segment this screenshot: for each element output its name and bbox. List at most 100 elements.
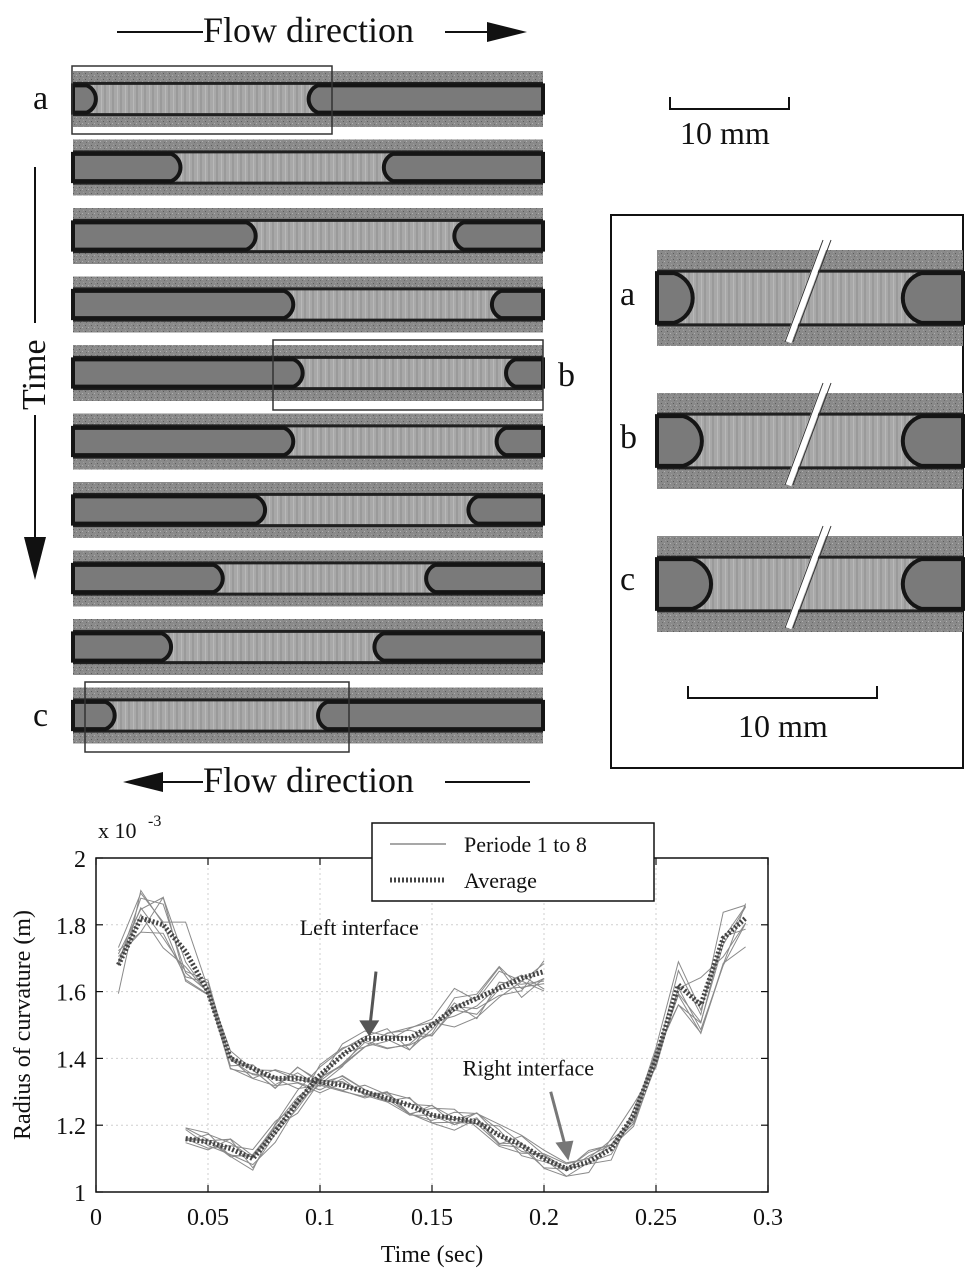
frame-4-bubble-left <box>71 288 296 321</box>
scale-bar-inset-label: 10 mm <box>738 708 828 744</box>
period-trace-line <box>185 965 545 1151</box>
frame-strip <box>71 345 545 401</box>
frame-10-bubble-left <box>71 699 117 732</box>
radius-curvature-chart: 0 0.05 0.1 0.15 0.2 0.25 0.3 1 1.2 1.4 1.6 1.8 2 x 10… <box>10 813 783 1268</box>
frame-8-bubble-left <box>71 562 225 595</box>
frame-letter-b: b <box>558 357 575 394</box>
period-trace-line <box>185 966 545 1158</box>
x-tick-label: 0.15 <box>411 1205 453 1231</box>
period-trace-line <box>185 963 545 1158</box>
frame-strip <box>71 550 545 607</box>
inset-break-line <box>784 525 824 629</box>
selection-box-a <box>71 65 333 135</box>
frame-5-bubble-left <box>71 357 305 389</box>
inset-break-line <box>792 382 832 486</box>
frame-letter-a: a <box>33 80 49 117</box>
flow-direction-bottom: Flow direction <box>115 758 535 802</box>
legend-label-average: Average <box>464 868 537 893</box>
time-label: Time <box>16 339 53 410</box>
frame-strip <box>71 71 545 127</box>
flow-direction-bottom-label: Flow direction <box>203 760 414 800</box>
inset-strip <box>655 524 965 632</box>
inset-a-bubble-left <box>655 271 695 325</box>
frame-strip <box>71 208 545 264</box>
frame-6-bubble-left <box>71 425 296 458</box>
frame-8-bubble-right <box>424 562 545 595</box>
frame-10-bubble-right <box>316 699 545 732</box>
y-tick-label: 1.8 <box>56 914 86 940</box>
inset-b-bubble-right <box>900 414 965 468</box>
selection-box-b <box>272 339 544 411</box>
inset-break-mark <box>784 238 830 344</box>
inset-panel <box>610 214 965 769</box>
x-tick-label: 0.1 <box>305 1205 335 1231</box>
frame-2-bubble-right <box>381 151 545 184</box>
frame-6-bubble-right <box>494 425 545 458</box>
x-tick-label: 0.05 <box>187 1205 229 1231</box>
frame-strip <box>71 276 545 333</box>
inset-break-line <box>784 239 824 343</box>
flow-direction-top-label: Flow direction <box>203 10 414 50</box>
flow-direction-top: Flow direction <box>115 8 535 52</box>
y-multiplier: x 10 <box>98 818 137 843</box>
photo-figure <box>71 65 965 769</box>
x-tick-label: 0.25 <box>635 1205 677 1231</box>
frame-1-bubble-right <box>306 83 545 115</box>
scale-bar-top-label: 10 mm <box>680 115 770 151</box>
frame-strip <box>71 687 545 744</box>
inset-strip <box>655 381 965 489</box>
frame-strip <box>71 413 545 470</box>
legend-label-periods: Periode 1 to 8 <box>464 832 587 857</box>
annotation-right-interface: Right interface <box>463 1055 594 1080</box>
annotation-right-arrow-line <box>549 1091 568 1151</box>
legend-box <box>371 822 655 902</box>
frame-strip <box>71 619 545 675</box>
frame-3-bubble-right <box>452 220 545 252</box>
frame-2-bubble-left <box>71 151 183 184</box>
frame-7-bubble-left <box>71 494 268 526</box>
y-multiplier-exponent: -3 <box>148 813 161 830</box>
y-axis-label: Radius of curvature (m) <box>10 910 36 1140</box>
inset-break-mark <box>784 381 830 487</box>
x-tick-label: 0.2 <box>529 1205 559 1231</box>
inset-break-line <box>792 525 832 629</box>
inset-c-bubble-left <box>655 557 714 611</box>
frame-strips <box>71 65 545 753</box>
frame-9-bubble-right <box>372 631 545 663</box>
frame-4-bubble-right <box>489 288 545 321</box>
annotation-left-interface: Left interface <box>300 915 419 940</box>
frame-strip <box>71 139 545 196</box>
x-tick-label: 0 <box>90 1205 102 1231</box>
inset-break-line <box>784 382 824 486</box>
inset-a-bubble-right <box>900 271 965 325</box>
inset-letter-a: a <box>620 276 636 313</box>
scale-bar-top: 10 mm <box>668 95 793 155</box>
inset-break-mark <box>784 524 830 630</box>
y-tick-label: 1.6 <box>56 981 86 1007</box>
inset-c-bubble-right <box>900 557 965 611</box>
y-tick-label: 1.2 <box>56 1114 86 1140</box>
time-axis: Time <box>10 165 60 585</box>
annotation-right-arrow-head <box>555 1140 574 1161</box>
frame-letter-c: c <box>33 697 49 734</box>
x-axis-label: Time (sec) <box>381 1242 483 1268</box>
y-tick-label: 1 <box>74 1181 86 1207</box>
frame-3-bubble-left <box>71 220 258 252</box>
period-trace-line <box>185 980 545 1171</box>
average-line-right-interface <box>116 915 748 1172</box>
legend: Periode 1 to 8 Average <box>371 822 655 902</box>
selection-box-c <box>84 681 350 753</box>
inset-b-bubble-left <box>655 414 704 468</box>
inset-letter-c: c <box>620 561 636 598</box>
scale-bar-inset: 10 mm <box>686 684 881 744</box>
frame-strip <box>71 482 545 538</box>
inset-break-line <box>792 239 832 343</box>
inset-letter-b: b <box>620 419 637 456</box>
y-tick-label: 1.4 <box>56 1047 86 1073</box>
frame-7-bubble-right <box>466 494 545 526</box>
inset-strip <box>655 238 965 346</box>
frame-1-bubble-left <box>71 83 98 115</box>
frame-5-bubble-right <box>504 357 545 389</box>
annotation-left-arrow-head <box>359 1020 380 1037</box>
x-tick-label: 0.3 <box>753 1205 783 1231</box>
